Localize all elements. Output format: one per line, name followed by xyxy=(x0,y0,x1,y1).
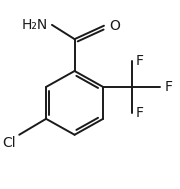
Text: F: F xyxy=(136,54,144,68)
Text: H₂N: H₂N xyxy=(21,18,48,32)
Text: F: F xyxy=(164,80,172,94)
Text: Cl: Cl xyxy=(2,136,16,150)
Text: F: F xyxy=(136,106,144,120)
Text: O: O xyxy=(109,19,120,33)
